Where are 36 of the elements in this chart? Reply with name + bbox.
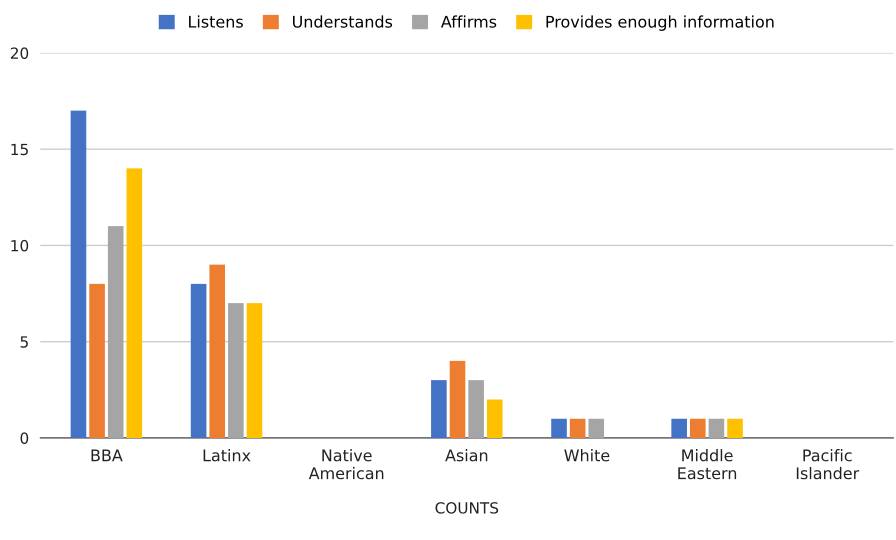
bar [108,226,124,438]
bar [468,380,484,438]
bar [551,418,567,438]
bar [570,418,586,438]
x-tick-label: BBA [92,450,123,462]
bar [708,418,724,438]
bar [70,110,86,438]
y-tick-label: 5 [20,336,28,348]
y-tick-label: 10 [11,240,28,252]
x-tick-label: Native American [308,449,384,480]
x-tick-label: Asian [445,449,488,462]
y-tick-label: 20 [10,47,28,59]
x-axis-title: COUNTS [436,502,498,514]
legend-label: Understands [292,15,392,28]
x-tick-label: Pacific Islander [796,449,860,480]
bar [727,418,743,438]
legend-label: Listens [189,15,243,28]
legend-label: Provides enough information [546,15,774,31]
y-tick-label: 15 [11,144,28,156]
bar [671,418,687,438]
x-tick-label: Middle Eastern [678,449,736,480]
x-tick-label: White [564,449,610,462]
bar [89,284,105,438]
y-tick-label: 0 [20,432,28,444]
x-tick-label: Latinx [204,449,250,462]
bar [486,399,503,438]
bar [228,303,244,438]
bar [690,418,706,438]
bar [126,168,142,438]
bar [209,264,226,438]
bar [588,418,604,438]
bar [246,303,262,438]
bar [450,360,466,438]
legend-label: Affirms [440,15,496,28]
bar [190,284,206,438]
bar [431,380,447,438]
